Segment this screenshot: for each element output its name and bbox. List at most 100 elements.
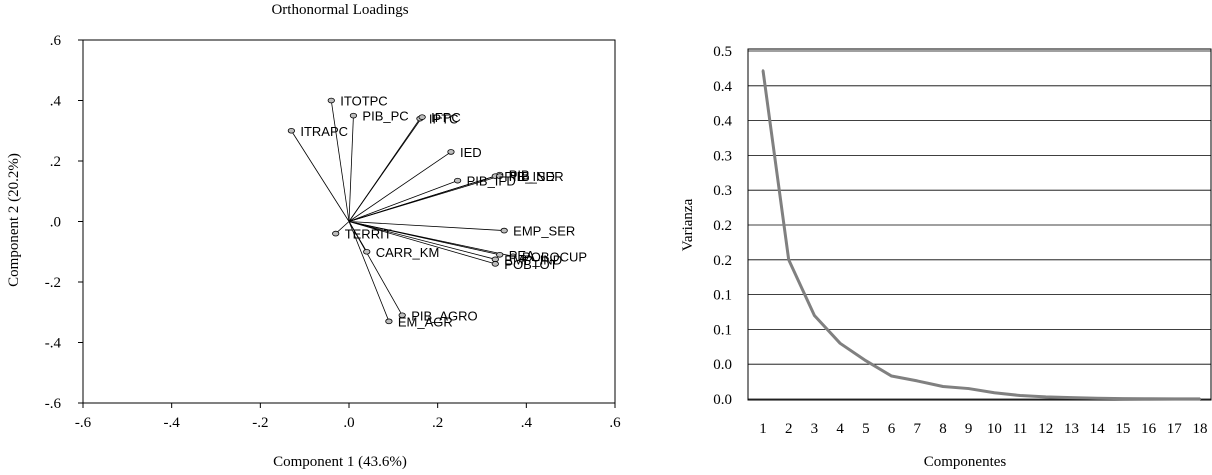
loading-vector [348,221,514,257]
loading-point [363,248,371,255]
data-point [967,387,970,390]
x-tick-label: .2 [432,415,443,431]
variance-series [761,69,1202,401]
x-tick-label: 17 [1167,421,1183,437]
x-tick-label: 10 [987,421,1002,437]
point-label: PIB_IFD [467,174,516,189]
x-tick-label: 2 [785,421,793,437]
y-tick-label: 0.1 [713,322,732,338]
y-tick-label: 0.0 [713,357,732,373]
data-point [993,391,996,394]
x-axis-ticks: -.6 -.4 -.2 .0 .2 .4 .6 [75,403,621,431]
data-point [1173,397,1176,401]
series-line [761,70,1201,401]
data-point [1198,397,1202,401]
loading-point [496,173,504,179]
loading-point [418,114,426,120]
data-point [813,314,816,317]
x-tick-label: .0 [343,415,354,431]
point-label: PIB_AGRO [411,308,477,323]
data-point [761,69,765,72]
y-tick-label: .4 [50,94,62,110]
x-tick-label: 11 [1013,421,1027,437]
point-label: IFPC [431,110,461,125]
x-tick-label: 8 [939,421,947,437]
loading-point [287,127,295,134]
y-tick-label: 0.0 [713,392,732,408]
x-axis-ticks: 1 2 3 4 5 6 7 8 9 10 11 12 13 14 15 16 17 18 [759,421,1207,437]
loading-point [332,230,340,237]
data-point [941,385,945,388]
point-label: PEA [509,248,535,263]
x-tick-label: 14 [1090,421,1106,437]
data-point [838,342,842,345]
point-label: PIB [509,168,530,183]
x-tick-label: 13 [1064,421,1079,437]
x-tick-label: .4 [521,415,533,431]
loading-vector [348,175,500,222]
y-tick-label: -.2 [45,275,61,291]
y-tick-label: 0.3 [713,148,732,164]
x-tick-label: 5 [862,421,870,437]
y-tick-label: 0.2 [713,218,732,234]
y-axis-ticks: .6 .4 .2 .0 -.2 -.4 -.6 [45,33,83,412]
x-axis-label: Component 1 (43.6%) [273,454,407,470]
point-label: EMP_SER [513,224,575,239]
x-tick-label: 9 [965,421,973,437]
data-point [916,379,919,383]
data-point [1147,397,1150,400]
loading-point [500,227,508,234]
loading-vector [348,221,403,316]
point-label: ITOTPC [340,94,387,109]
point-label: PIB_SER [509,169,564,184]
y-tick-label: .6 [50,33,62,49]
loading-vector [348,221,390,322]
loading-vector [348,180,458,222]
loading-point [349,112,358,119]
loading-vector [291,130,350,222]
point-label: EMP_IND [504,252,562,267]
y-tick-label: .0 [50,215,61,231]
loading-vector [348,115,354,222]
point-label: PIB_IND [504,169,555,184]
data-point [1070,396,1073,399]
x-tick-label: 12 [1038,421,1053,437]
y-axis-label: Varianza [680,198,696,251]
data-point [1095,397,1099,400]
x-tick-label: 15 [1115,421,1130,437]
loading-point [447,149,455,155]
x-axis-label: Componentes [924,454,1007,470]
data-point [1121,397,1125,400]
data-point [890,374,893,378]
loading-point [509,253,517,260]
data-point [787,258,790,261]
y-tick-label: -.6 [45,396,62,412]
loadings-chart: Orthonormal Loadings -.6 -.4 -.2 .0 .2 .4 .6 .… [6,2,621,470]
data-point [1018,394,1022,397]
x-tick-label: .6 [609,415,621,431]
data-point [864,359,868,362]
point-label: IED [460,145,482,160]
loading-point [398,312,406,319]
loading-vector [348,221,496,265]
loading-vector [348,221,505,231]
loading-vectors [291,100,514,322]
loading-points [287,97,517,325]
loading-point [496,251,504,258]
y-tick-label: .2 [50,154,61,170]
data-point [1044,395,1047,399]
loading-vector [348,151,452,222]
x-tick-label: 6 [888,421,896,437]
plot-frame [747,48,1212,401]
x-tick-label: -.2 [252,415,268,431]
loading-point [491,256,499,263]
point-label: CARR_KM [376,245,440,260]
y-tick-label: 0.3 [713,183,732,199]
y-tick-label: 0.4 [713,79,732,95]
x-tick-label: 3 [811,421,819,437]
loading-vector [330,100,350,222]
point-label: EM_AGR [398,314,453,329]
loading-point [327,97,335,104]
